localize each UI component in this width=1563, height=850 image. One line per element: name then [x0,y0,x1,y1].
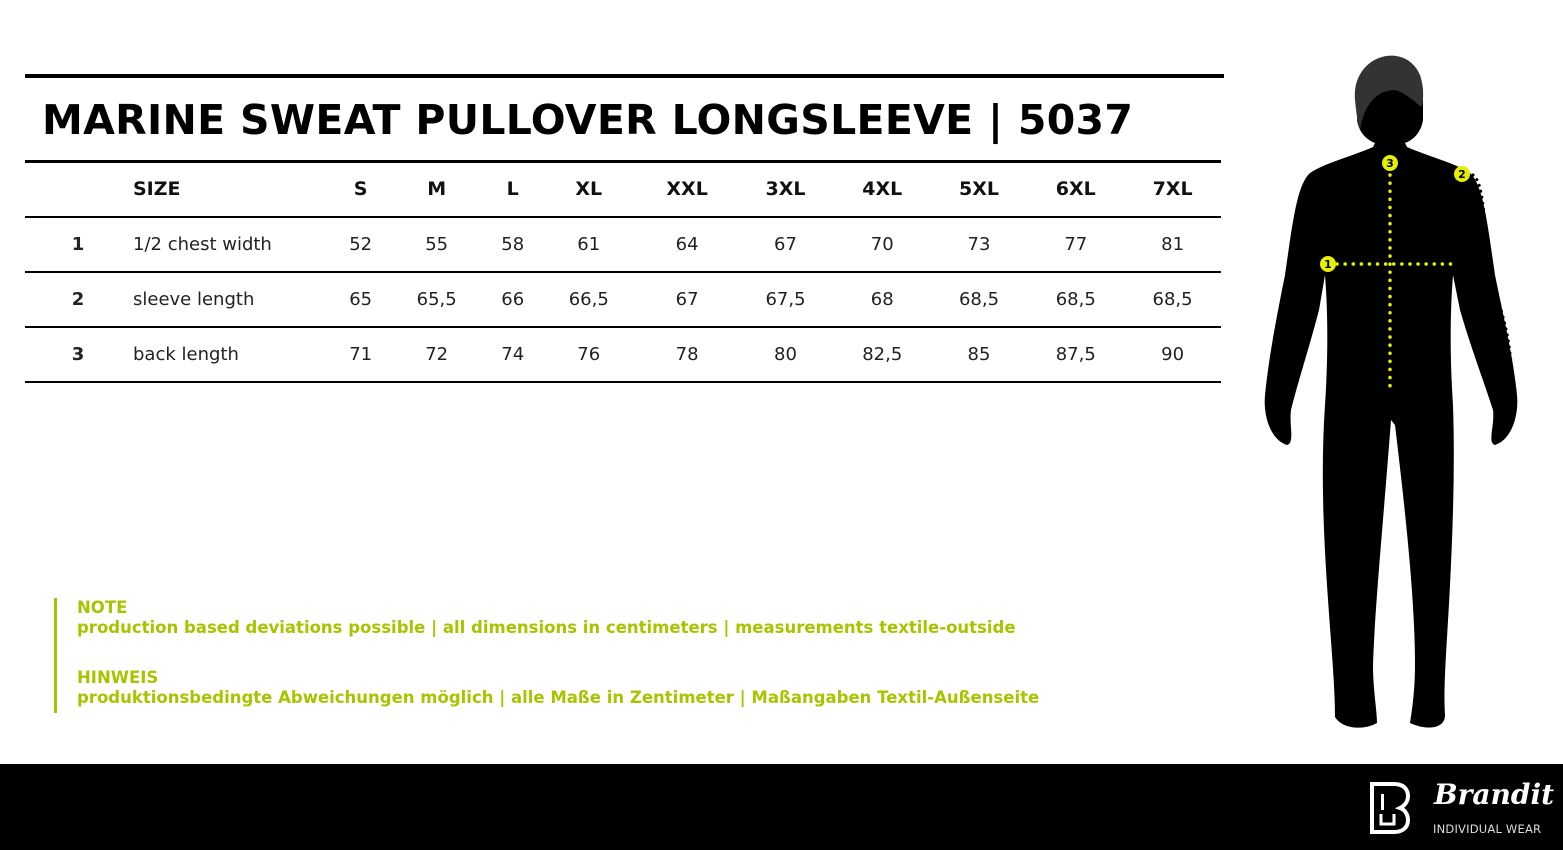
size-col: 3XL [765,178,806,201]
page-title: MARINE SWEAT PULLOVER LONGSLEEVE | 5037 [42,96,1134,144]
notes-block: NOTE production based deviations possibl… [54,598,1039,713]
size-col: 7XL [1152,178,1193,201]
size-col: XXL [666,178,708,201]
table-row: 2 sleeve length 65 65,5 66 66,5 67 67,5 … [25,271,1221,327]
hinweis-text: produktionsbedingte Abweichungen möglich… [77,688,1040,707]
sleeve-length-dots [1471,173,1515,405]
marker-2: 2 [1458,168,1466,181]
size-col: 5XL [959,178,999,201]
marker-1: 1 [1324,258,1332,271]
footer-bar [0,764,1563,850]
table-row: 3 back length 71 72 74 76 78 80 82,5 85 … [25,326,1221,382]
table-header-row: SIZE S M L XL XXL 3XL 4XL 5XL 6XL 7XL [25,161,1221,217]
size-col: 4XL [862,178,903,201]
body-silhouette [1264,61,1518,728]
marker-3: 3 [1386,157,1394,170]
note-text: production based deviations possible | a… [77,618,1016,637]
size-col: L [506,178,519,201]
hinweis-heading: HINWEIS [77,668,159,687]
size-col: 6XL [1055,178,1096,201]
brand-tagline: INDIVIDUAL WEAR [1433,822,1542,836]
title-rule [25,74,1224,78]
body-silhouette-figure: 1 2 3 [1264,55,1518,728]
note-heading: NOTE [77,598,128,617]
size-header: SIZE [133,178,181,201]
size-col: M [427,178,447,201]
size-table: SIZE S M L XL XXL 3XL 4XL 5XL 6XL 7XL 1 … [25,160,1221,383]
table-row: 1 1/2 chest width 52 55 58 61 64 67 70 7… [25,216,1221,272]
brandit-b-logo [1370,782,1410,834]
size-col: S [353,178,368,201]
hair [1354,55,1424,131]
size-col: XL [575,178,603,201]
brand-name: Brandit [1434,778,1555,811]
